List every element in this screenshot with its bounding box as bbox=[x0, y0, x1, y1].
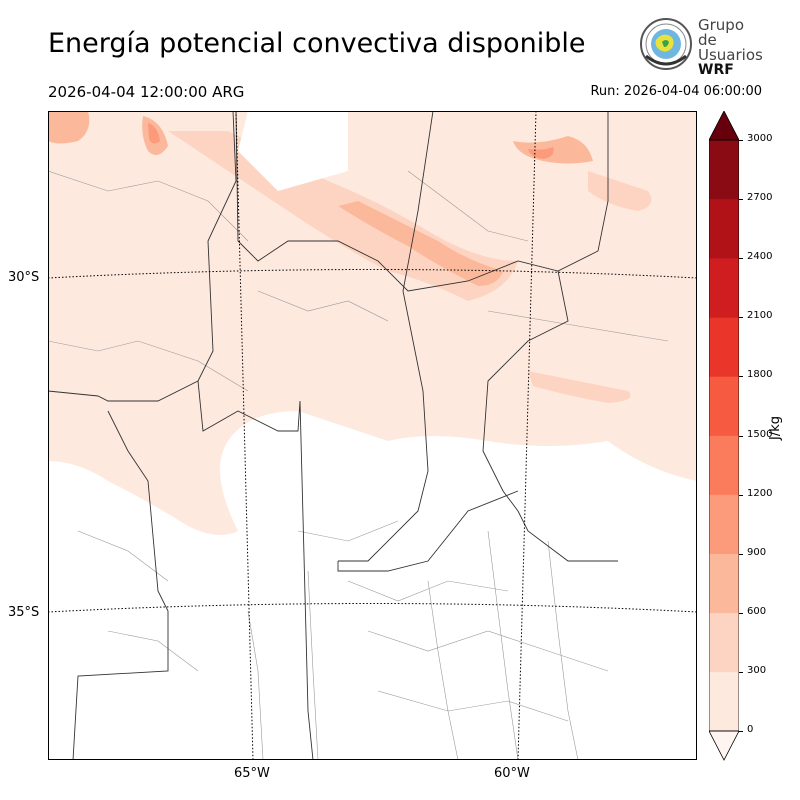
lon-label-65w: 65°W bbox=[234, 766, 270, 781]
colorbar-tick-label: 300 bbox=[747, 664, 767, 676]
colorbar-bin bbox=[709, 140, 739, 200]
colorbar-outline bbox=[709, 139, 739, 732]
colorbar-min-extend bbox=[709, 730, 739, 761]
colorbar-tick-mark bbox=[739, 612, 743, 614]
logo-line-3: WRF bbox=[698, 62, 734, 78]
colorbar-tick-label: 2400 bbox=[747, 251, 773, 263]
colorbar-tick-mark bbox=[739, 494, 743, 496]
colorbar-bin bbox=[709, 317, 739, 377]
wrf-logo: Grupo de Usuarios WRF bbox=[638, 16, 763, 78]
colorbar-tick-mark bbox=[739, 553, 743, 555]
colorbar-tick-mark bbox=[739, 317, 743, 319]
lat-label-30s: 30°S bbox=[8, 270, 40, 285]
colorbar-tick-label: 1500 bbox=[747, 428, 773, 440]
lat-label-35s: 35°S bbox=[8, 605, 40, 620]
graticule bbox=[48, 111, 697, 760]
run-time: Run: 2026-04-04 06:00:00 bbox=[590, 84, 762, 99]
colorbar-tick-mark bbox=[739, 435, 743, 437]
colorbar-bin bbox=[709, 376, 739, 436]
colorbar-bin bbox=[709, 494, 739, 554]
globe-seal-icon bbox=[640, 18, 692, 70]
colorbar-tick-mark bbox=[739, 199, 743, 201]
logo-text: Grupo de Usuarios WRF bbox=[698, 18, 763, 78]
colorbar-tick-label: 1800 bbox=[747, 369, 773, 381]
colorbar-tick-label: 2100 bbox=[747, 310, 773, 322]
colorbar-tick-mark bbox=[739, 376, 743, 378]
department-boundaries bbox=[48, 170, 669, 760]
colorbar-tick-mark bbox=[739, 258, 743, 260]
map-title: Energía potencial convectiva disponible bbox=[48, 28, 586, 59]
province-boundaries bbox=[48, 111, 618, 760]
cape-shading bbox=[48, 111, 697, 535]
colorbar-bin bbox=[709, 199, 739, 259]
colorbar-tick-mark bbox=[739, 731, 743, 732]
cape-map bbox=[48, 111, 697, 760]
colorbar-bin bbox=[709, 258, 739, 318]
logo-line-1: Grupo de bbox=[698, 16, 744, 49]
colorbar-bin bbox=[709, 553, 739, 614]
colorbar bbox=[709, 111, 739, 761]
logo-line-2: Usuarios bbox=[698, 46, 763, 64]
colorbar-tick-label: 2700 bbox=[747, 192, 773, 204]
colorbar-tick-label: 900 bbox=[747, 546, 767, 558]
colorbar-bin bbox=[709, 435, 739, 495]
colorbar-max-extend bbox=[709, 111, 739, 141]
colorbar-unit: J/kg bbox=[768, 416, 783, 440]
colorbar-tick-label: 3000 bbox=[747, 133, 773, 144]
colorbar-tick-mark bbox=[739, 671, 743, 673]
colorbar-bins bbox=[709, 140, 739, 732]
colorbar-tick-label: 1200 bbox=[747, 487, 773, 499]
colorbar-tick-label: 0 bbox=[747, 724, 754, 735]
colorbar-tick-label: 600 bbox=[747, 605, 767, 617]
colorbar-tick-mark bbox=[739, 140, 743, 141]
map-frame bbox=[48, 111, 697, 760]
colorbar-bin bbox=[709, 671, 739, 732]
valid-time: 2026-04-04 12:00:00 ARG bbox=[48, 83, 245, 101]
lon-label-60w: 60°W bbox=[494, 766, 530, 781]
colorbar-bin bbox=[709, 612, 739, 673]
